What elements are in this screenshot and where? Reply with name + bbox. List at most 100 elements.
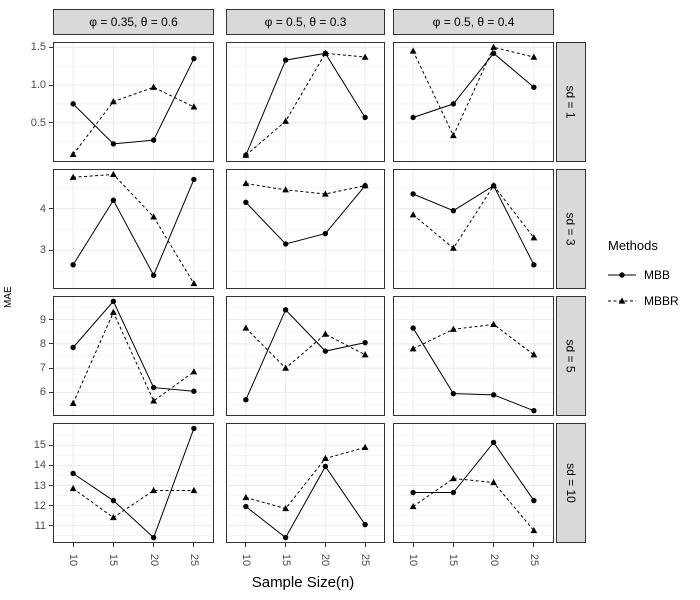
data-point-triangle <box>69 399 77 406</box>
data-point-circle <box>70 262 76 268</box>
y-tick-mark <box>49 367 53 369</box>
data-point-circle <box>322 348 329 354</box>
data-point-triangle <box>190 486 198 494</box>
mbbr-line <box>72 86 195 155</box>
data-point-circle <box>243 503 249 510</box>
legend-label-mbb: MBB <box>644 268 671 282</box>
x-tick-label: 10 <box>239 553 252 567</box>
facet-col-label-3: φ = 0.5, θ = 0.4 <box>432 15 515 29</box>
legend-entry-mbbr: MBBR <box>608 293 679 309</box>
data-point-circle <box>362 339 368 346</box>
mbbr-line <box>412 323 535 356</box>
x-tick-label: 25 <box>359 553 372 567</box>
x-tick-label: 25 <box>527 553 540 567</box>
x-tick-label: 15 <box>279 553 292 567</box>
mbbr-key-icon <box>608 297 636 304</box>
facet-row-strip-1: sd = 1 <box>556 42 586 162</box>
y-tick-mark <box>49 84 53 86</box>
data-point-circle <box>410 325 416 331</box>
legend: Methods MBB MBBR <box>608 238 679 319</box>
y-tick-label: 12 <box>33 499 46 512</box>
x-tick-mark <box>412 543 414 547</box>
facet-row-strip-2: sd = 3 <box>556 169 586 289</box>
data-point-triangle <box>321 330 329 337</box>
data-point-circle <box>322 463 329 470</box>
y-tick-label: 7 <box>39 362 46 375</box>
data-point-triangle <box>242 324 250 331</box>
data-point-triangle <box>449 131 457 139</box>
y-tick-mark <box>49 249 53 251</box>
data-point-triangle <box>150 213 158 220</box>
data-point-circle <box>531 497 537 504</box>
data-point-circle <box>450 489 457 496</box>
x-tick-mark <box>285 543 287 547</box>
data-point-circle <box>282 307 289 313</box>
y-tick-label: 15 <box>33 439 46 452</box>
data-point-triangle <box>409 502 417 510</box>
data-point-triangle <box>150 83 158 90</box>
mbb-line <box>72 58 195 145</box>
x-tick-mark <box>324 543 326 547</box>
legend-entry-mbb: MBB <box>608 267 679 283</box>
data-point-triangle <box>321 454 329 462</box>
panel-r1-c1 <box>53 42 214 162</box>
data-point-circle <box>191 55 197 62</box>
x-tick-mark <box>493 543 495 547</box>
y-tick-label: 11 <box>34 519 46 532</box>
data-point-triangle <box>361 53 369 60</box>
data-point-circle <box>243 199 249 206</box>
data-point-triangle <box>449 244 457 251</box>
facet-col-label-1: φ = 0.35, θ = 0.6 <box>89 15 178 29</box>
data-point-triangle <box>109 308 117 315</box>
facet-col-label-2: φ = 0.5, θ = 0.3 <box>264 15 347 29</box>
mbb-line <box>72 428 195 539</box>
data-point-triangle <box>490 320 498 328</box>
y-tick-label: 1.5 <box>30 41 46 54</box>
x-tick-label: 15 <box>107 553 120 567</box>
x-tick-mark <box>193 543 195 547</box>
mbb-key-icon <box>608 272 636 278</box>
data-point-triangle <box>69 173 77 180</box>
y-axis-title: MAE <box>3 286 14 308</box>
data-point-triangle <box>530 351 538 358</box>
mbb-line <box>412 184 535 266</box>
data-point-circle <box>619 272 625 278</box>
data-point-triangle <box>530 53 538 60</box>
panel-r2-c2 <box>226 169 385 289</box>
mbb-line <box>72 300 194 392</box>
panel-r3-c1 <box>53 296 214 416</box>
data-point-circle <box>191 176 197 183</box>
data-point-circle <box>282 534 289 541</box>
x-tick-label: 10 <box>407 553 420 567</box>
panel-r1-c2 <box>226 42 385 162</box>
mbb-line <box>413 441 535 501</box>
x-tick-mark <box>72 543 74 547</box>
data-point-circle <box>450 101 457 107</box>
data-point-circle <box>191 425 197 432</box>
facet-row-label-1: sd = 1 <box>564 85 578 119</box>
mbbr-line <box>72 311 195 404</box>
facet-row-label-4: sd = 10 <box>564 463 579 503</box>
mbb-line <box>72 179 195 277</box>
panel-r2-c1 <box>53 169 214 289</box>
data-point-triangle <box>321 190 329 197</box>
data-point-circle <box>490 392 497 398</box>
x-tick-mark <box>533 543 535 547</box>
facet-col-strip-1: φ = 0.35, θ = 0.6 <box>53 9 214 35</box>
data-point-triangle <box>361 351 369 358</box>
data-point-triangle <box>282 186 290 193</box>
facet-col-strip-3: φ = 0.5, θ = 0.4 <box>393 9 554 35</box>
y-tick-mark <box>49 464 53 466</box>
data-point-triangle <box>490 478 498 486</box>
data-point-triangle <box>150 486 158 494</box>
data-point-triangle <box>242 151 250 158</box>
data-point-triangle <box>282 504 290 512</box>
panel-r4-c1 <box>53 423 214 543</box>
mbbr-line <box>245 327 366 369</box>
mbbr-line <box>412 184 535 249</box>
data-point-circle <box>450 207 457 214</box>
y-tick-label: 9 <box>39 313 46 326</box>
data-point-triangle <box>69 484 77 492</box>
data-point-circle <box>410 114 416 121</box>
